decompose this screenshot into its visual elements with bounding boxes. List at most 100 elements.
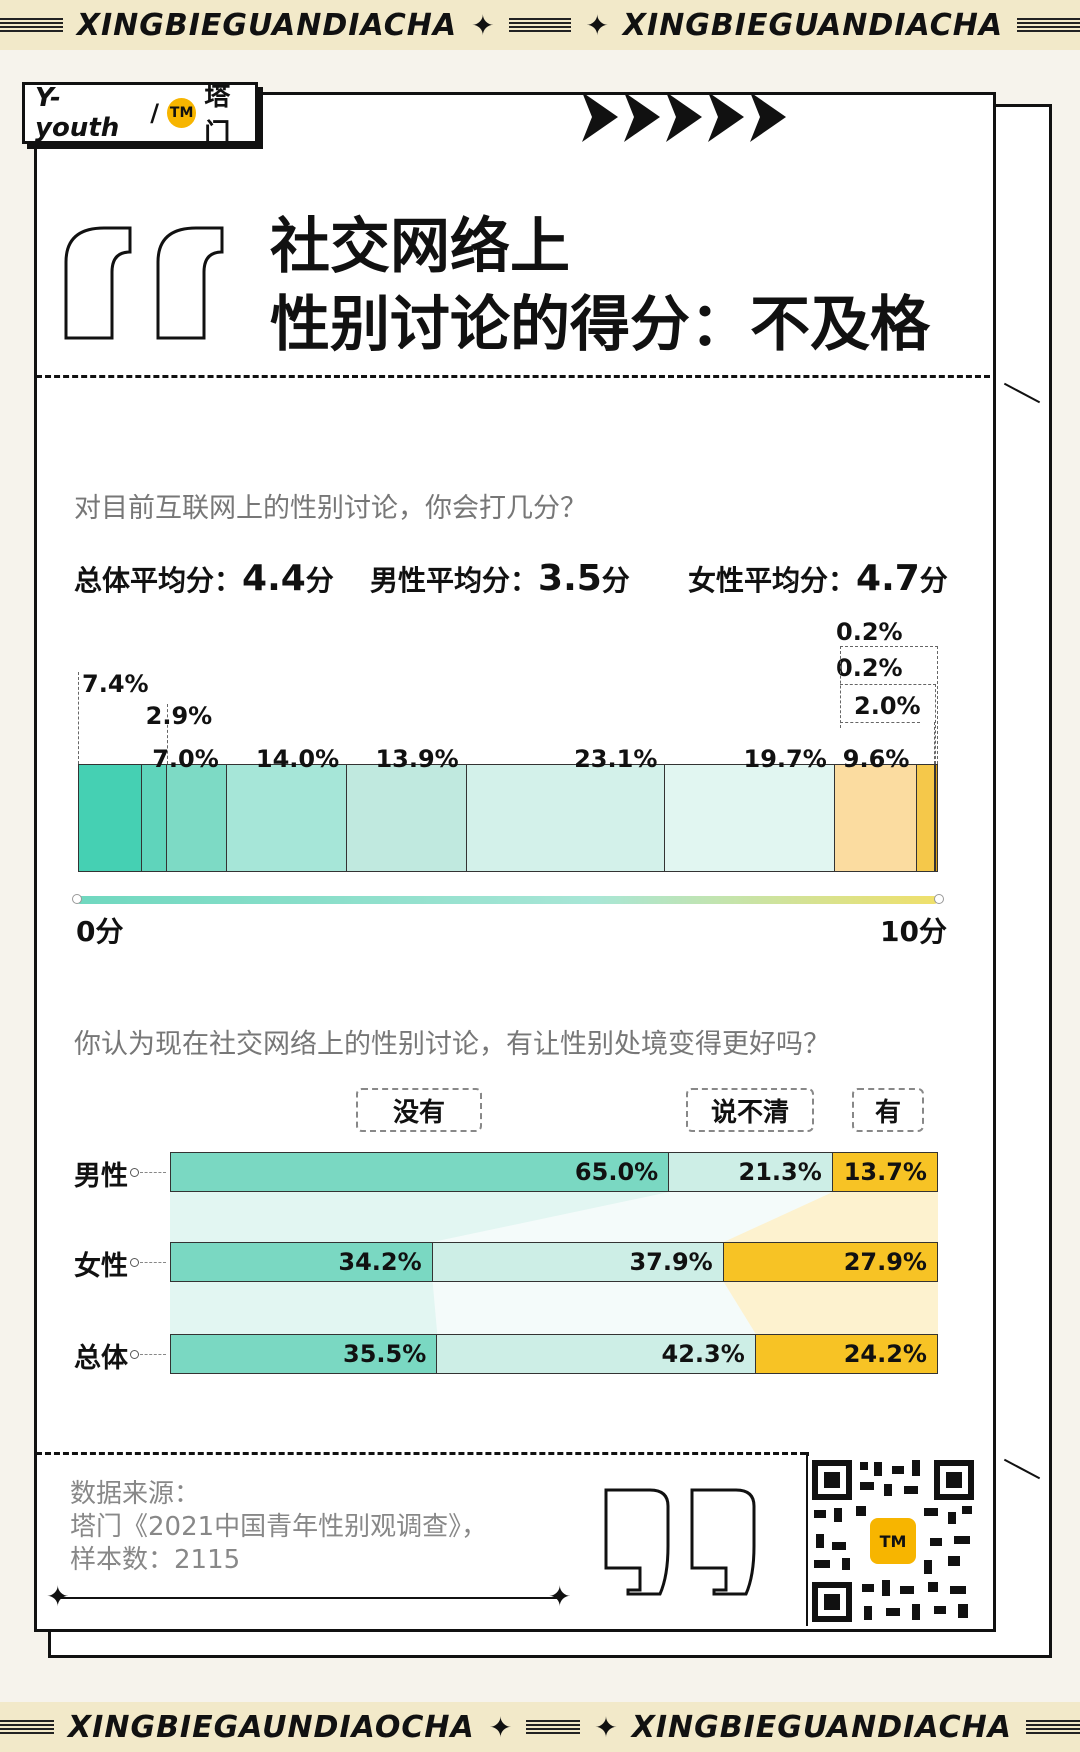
opinion-segment-male-1: 21.3% <box>669 1152 833 1192</box>
score-label-8: 2.0% <box>854 692 921 720</box>
sparkle-icon: ✦ <box>585 8 609 42</box>
score-label-1: 2.9% <box>145 702 213 730</box>
score-label-6: 19.7% <box>743 745 827 773</box>
stripe-decoration <box>1017 18 1080 32</box>
score-label-5: 23.1% <box>574 745 658 773</box>
row-leader <box>140 1172 166 1173</box>
row-dot <box>130 1168 139 1177</box>
score-segment-8 <box>917 764 935 872</box>
female-average-label: 女性平均分： <box>688 564 857 597</box>
female-average: 女性平均分：4.7分 <box>688 558 948 599</box>
qr-divider <box>806 1452 809 1626</box>
close-quote-icon <box>604 1488 756 1596</box>
overall-average: 总体平均分：4.4分 <box>74 558 334 599</box>
stripe-decoration <box>526 1720 581 1734</box>
male-average: 男性平均分：3.5分 <box>370 558 630 599</box>
legend-no: 没有 <box>356 1088 482 1132</box>
opinion-segment-overall-0: 35.5% <box>170 1334 438 1374</box>
stripe-decoration <box>0 18 63 32</box>
opinion-segment-overall-2: 24.2% <box>755 1334 938 1374</box>
source-survey: 塔门《2021中国青年性别观调查》， <box>70 1512 488 1542</box>
score-label-4: 13.9% <box>375 745 459 773</box>
female-average-value: 4.7 <box>856 558 920 599</box>
qr-code[interactable]: TM <box>808 1456 978 1626</box>
score-segment-6 <box>665 764 835 872</box>
overall-average-label: 总体平均分： <box>74 564 243 597</box>
row-leader <box>140 1354 166 1355</box>
legend-yes: 有 <box>852 1088 924 1132</box>
stripe-decoration <box>508 18 572 32</box>
top-banner: XINGBIEGUANDIACHA ✦ ✦ XINGBIEGUANDIACHA <box>0 0 1080 50</box>
row-label-overall: 总体 <box>74 1343 128 1374</box>
opinion-segment-female-0: 34.2% <box>170 1242 433 1282</box>
male-average-unit: 分 <box>601 564 630 597</box>
score-scale-bar <box>76 896 938 904</box>
leader-line <box>166 704 168 764</box>
score-segment-7 <box>834 764 918 872</box>
leader-line <box>840 722 920 723</box>
arrow-decoration-icon <box>582 92 786 142</box>
question-1: 对目前互联网上的性别讨论，你会打几分？ <box>74 493 587 524</box>
scale-start-dot <box>72 894 82 904</box>
axis-end-label: 10分 <box>880 915 947 948</box>
stripe-decoration <box>1025 1720 1080 1734</box>
leader-line <box>933 722 935 764</box>
opinion-segment-female-1: 37.9% <box>432 1242 724 1282</box>
opinion-segment-overall-1: 42.3% <box>437 1334 756 1374</box>
leader-line <box>840 684 936 685</box>
row-leader <box>140 1262 166 1263</box>
sparkle-icon: ✦ <box>471 8 495 42</box>
leader-line <box>166 740 168 764</box>
overall-average-unit: 分 <box>305 564 334 597</box>
banner-text: XINGBIEGAUNDIAOCHA <box>68 1709 475 1745</box>
bottom-banner: XINGBIEGAUNDIAOCHA ✦ ✦ XINGBIEGUANDIACHA <box>0 1702 1080 1752</box>
score-segment-10 <box>936 764 938 872</box>
score-label-2: 7.0% <box>152 745 219 773</box>
leader-line <box>840 646 841 728</box>
score-label-10: 0.2% <box>836 618 903 646</box>
legend-unsure: 说不清 <box>686 1088 814 1132</box>
scale-end-dot <box>934 894 944 904</box>
leader-line <box>78 672 79 764</box>
score-segment-3 <box>226 764 348 872</box>
score-segment-1 <box>141 764 167 872</box>
score-label-0: 7.4% <box>82 670 149 698</box>
opinion-segment-male-2: 13.7% <box>832 1152 938 1192</box>
stripe-decoration <box>0 1720 55 1734</box>
footer-divider <box>36 1452 806 1455</box>
opinion-segment-female-2: 27.9% <box>723 1242 938 1282</box>
overall-average-value: 4.4 <box>242 558 306 599</box>
sparkle-icon: ✦ <box>548 1580 572 1613</box>
score-label-3: 14.0% <box>255 745 340 773</box>
banner-text: XINGBIEGUANDIACHA <box>76 7 458 43</box>
brand-logo: Y-youth / TM 塔门 <box>22 82 258 149</box>
source-sample: 样本数：2115 <box>70 1545 241 1575</box>
leader-line <box>937 646 938 764</box>
source-heading: 数据来源： <box>70 1479 201 1509</box>
section-divider <box>36 375 990 378</box>
sparkle-icon: ✦ <box>488 1710 513 1744</box>
page-title: 社交网络上 性别讨论的得分：不及格 <box>270 208 930 364</box>
score-label-9: 0.2% <box>836 654 903 682</box>
score-segment-2 <box>166 764 227 872</box>
male-average-label: 男性平均分： <box>370 564 539 597</box>
leader-line <box>840 646 938 647</box>
title-line-1: 社交网络上 <box>270 212 570 282</box>
axis-start-label: 0分 <box>76 915 124 948</box>
banner-text: XINGBIEGUANDIACHA <box>622 7 1004 43</box>
row-label-male: 男性 <box>74 1161 128 1192</box>
row-dot <box>130 1350 139 1359</box>
score-segment-9 <box>934 764 937 872</box>
tamen-logo-text: 塔门 <box>204 82 231 149</box>
open-quote-icon <box>64 226 224 340</box>
score-segment-0 <box>78 764 142 872</box>
tamen-badge-icon: TM <box>167 98 197 128</box>
qr-badge-icon: TM <box>880 1532 907 1551</box>
source-underline <box>58 1597 558 1599</box>
sparkle-icon: ✦ <box>46 1580 70 1613</box>
sparkle-icon: ✦ <box>594 1710 618 1744</box>
row-dot <box>130 1258 139 1267</box>
male-average-value: 3.5 <box>538 558 602 599</box>
row-label-female: 女性 <box>74 1251 128 1282</box>
title-line-2: 性别讨论的得分：不及格 <box>270 290 930 360</box>
